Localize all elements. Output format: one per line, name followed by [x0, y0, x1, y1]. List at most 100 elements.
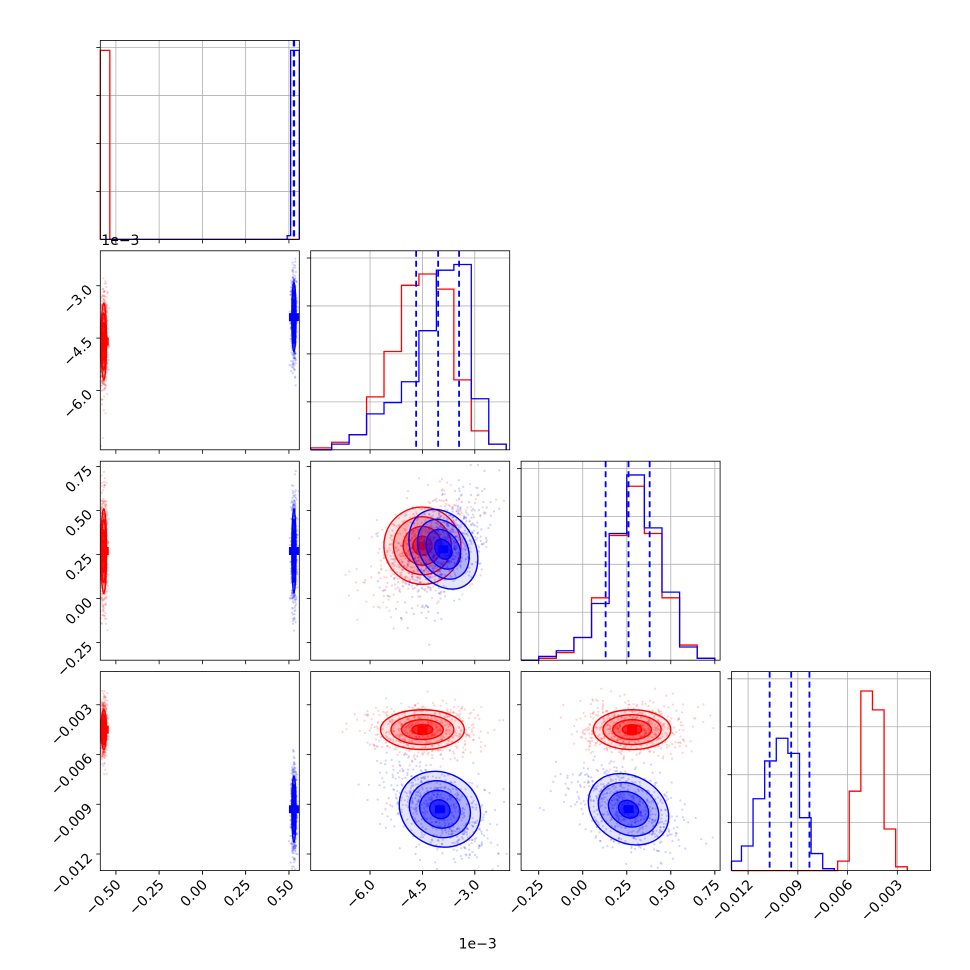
scatter-point [102, 388, 106, 392]
scatter-point [457, 479, 461, 482]
scatter-point [461, 593, 464, 596]
scatter-point [428, 543, 432, 546]
scatter-point [102, 614, 106, 617]
scatter-point [294, 621, 297, 624]
scatter-point [292, 266, 295, 270]
scatter-point [100, 592, 103, 596]
scatter-point [457, 538, 460, 542]
scatter-point [445, 522, 448, 525]
scatter-point [291, 772, 294, 775]
scatter-point [104, 596, 107, 600]
scatter-point [100, 602, 103, 605]
scatter-point [293, 606, 296, 609]
scatter-point [292, 279, 296, 282]
scatter-point [290, 351, 293, 354]
density-peak-red [100, 725, 109, 734]
scatter-point [385, 606, 388, 609]
scatter-point [295, 598, 298, 601]
scatter-point [390, 534, 393, 537]
scatter-point [101, 295, 104, 298]
scatter-point [291, 275, 294, 279]
scatter-point [100, 381, 104, 385]
scatter-point [416, 576, 420, 579]
scatter-point [471, 522, 474, 525]
scatter-point [291, 617, 294, 620]
scatter-point [386, 581, 389, 585]
scatter-point [103, 382, 106, 386]
scatter-point [438, 498, 441, 502]
scatter-point [444, 508, 447, 511]
scatter-point [402, 564, 406, 567]
scatter-point [408, 579, 411, 582]
scatter-point [293, 757, 296, 760]
scatter-point [415, 568, 418, 571]
scatter-point [295, 844, 298, 847]
scatter-point [464, 558, 467, 561]
scatter-point [459, 509, 462, 512]
scatter-point [344, 573, 347, 577]
pair-frame-0-2 [99, 460, 300, 661]
scatter-point [382, 589, 385, 592]
scatter-point [104, 696, 107, 699]
scatter-point [102, 607, 105, 610]
scatter-point [476, 532, 479, 535]
scatter-point [107, 540, 110, 544]
scatter-point [412, 529, 415, 533]
scatter-point [434, 589, 437, 592]
scatter-point [103, 295, 106, 298]
scatter-point [394, 513, 397, 516]
scatter-point [101, 762, 104, 766]
scatter-point [103, 756, 106, 759]
scatter-point [101, 702, 104, 705]
scatter-point [412, 530, 416, 533]
scatter-point [289, 338, 292, 341]
pair-content [100, 689, 300, 871]
scatter-point [101, 388, 104, 392]
scatter-point [403, 554, 406, 558]
scatter-point [417, 477, 421, 480]
scatter-point [292, 276, 295, 279]
scatter-point [104, 412, 107, 415]
scatter-point [449, 574, 452, 577]
scatter-point [104, 280, 107, 283]
histogram-blue-1 [310, 263, 507, 451]
scatter-point [393, 563, 396, 566]
scatter-point [400, 571, 403, 574]
scatter-point [293, 849, 297, 852]
scatter-point [102, 500, 105, 503]
scatter-point [448, 529, 451, 532]
scatter-point [100, 705, 104, 708]
scatter-point [292, 273, 295, 276]
scatter-point [292, 593, 295, 597]
scatter-point [102, 307, 105, 310]
scatter-point [392, 627, 395, 630]
scatter-point [100, 506, 103, 509]
scatter-point [415, 583, 419, 586]
scatter-point [466, 570, 469, 574]
scatter-point [103, 483, 106, 487]
scatter-point [416, 569, 420, 573]
scatter-point [437, 516, 440, 519]
scatter-point [102, 308, 105, 311]
scatter-point [436, 560, 439, 563]
scatter-point [108, 307, 111, 310]
scatter-point [106, 721, 110, 725]
scatter-point [483, 488, 486, 491]
scatter-point [291, 492, 294, 495]
scatter-point [471, 583, 474, 586]
scatter-point [103, 387, 107, 390]
scatter-point [293, 857, 296, 861]
scatter-point [413, 557, 417, 560]
scatter-point [439, 571, 442, 574]
scatter-point [102, 486, 106, 489]
scatter-point [100, 398, 103, 401]
scatter-point [100, 474, 103, 477]
scatter-point [102, 501, 105, 505]
scatter-point [439, 592, 442, 595]
scatter-point [432, 541, 435, 544]
scatter-point [102, 764, 105, 767]
scatter-point [295, 595, 298, 599]
scatter-point [401, 585, 404, 588]
scatter-point [292, 356, 295, 359]
scatter-point [432, 556, 435, 559]
